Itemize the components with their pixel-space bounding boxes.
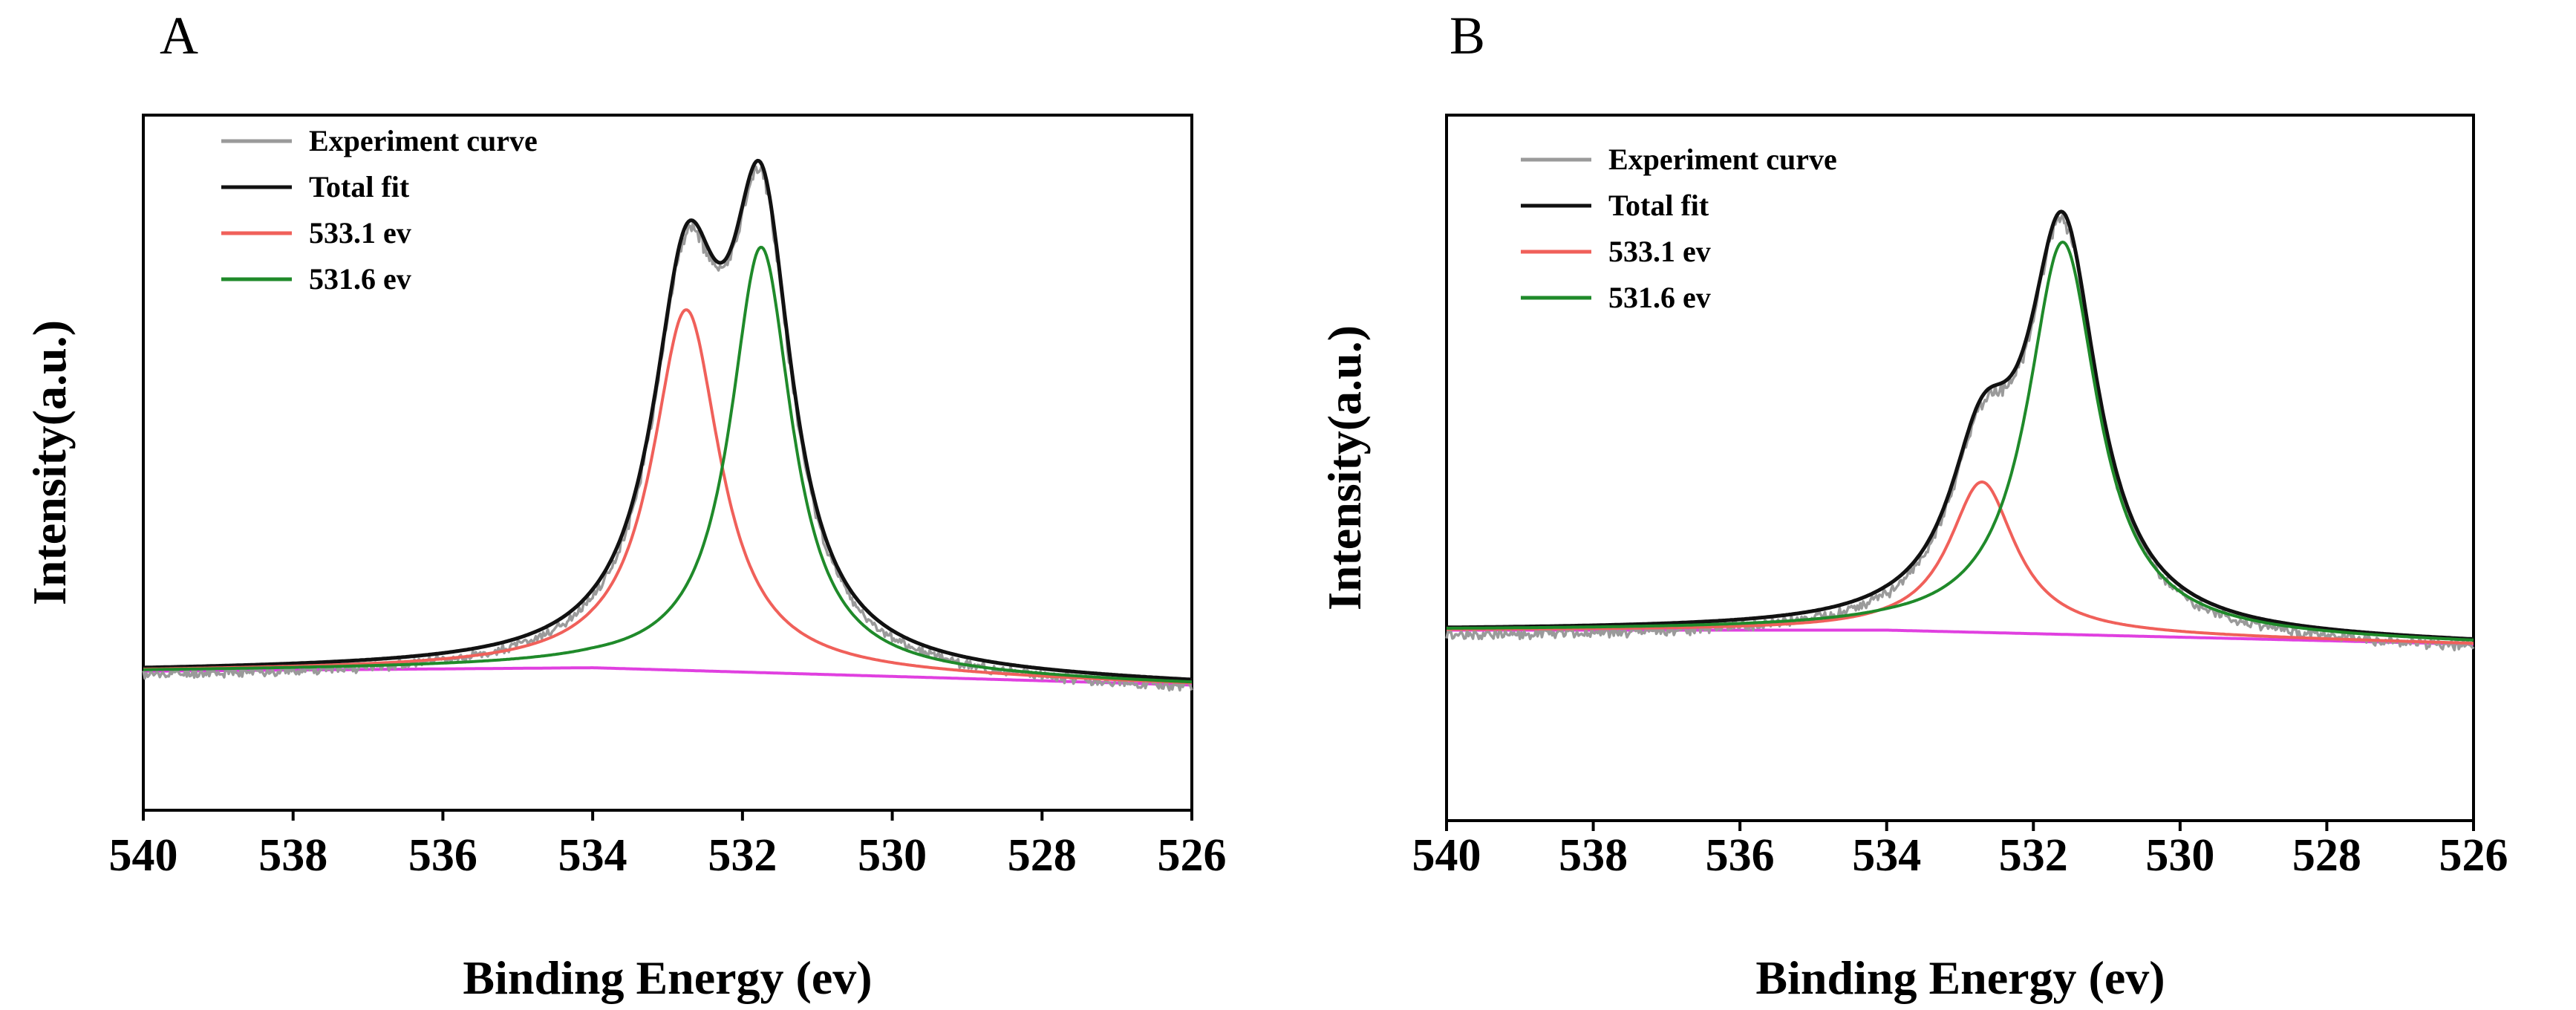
x-tick-label: 540: [109, 830, 178, 881]
series-line-533-1-ev: [1447, 480, 2474, 645]
series-line-total-fit: [143, 158, 1193, 682]
x-tick-label: 534: [1852, 830, 1921, 881]
legend-label: Total fit: [1608, 189, 1709, 222]
x-tick-label: 530: [2145, 830, 2214, 881]
legend-b: Experiment curve Total fit 533.1 ev 531.6 e…: [1521, 143, 1837, 314]
x-tick-label: 538: [1559, 830, 1628, 881]
x-tick-label: 530: [858, 830, 927, 881]
baseline-line: [1447, 628, 2474, 646]
series-line-533-1-ev: [143, 308, 1193, 685]
plot-frame-a: [142, 114, 1193, 812]
x-tick-label: 536: [408, 830, 477, 881]
panel-label-b: B: [1450, 6, 1485, 65]
x-tick-label: 532: [708, 830, 777, 881]
legend-label: Total fit: [309, 170, 410, 203]
y-axis-title-b: Intensity(a.u.): [1318, 325, 1371, 610]
x-tick-label: 532: [1999, 830, 2068, 881]
baseline-line: [143, 666, 1192, 687]
x-tick-label: 528: [2292, 830, 2361, 881]
panel-a: A 540 538 536 534 532 530 528 526 Experiment cu…: [23, 6, 1227, 1004]
series-line-experiment-curve: [1445, 213, 2475, 652]
legend-label: Experiment curve: [1608, 143, 1837, 176]
series-line-total-fit: [1446, 209, 2474, 641]
x-axis-title-b: Binding Energy (ev): [1755, 951, 2165, 1004]
plot-frame-b: [1445, 114, 2475, 822]
x-tick-label: 526: [1158, 830, 1227, 881]
y-axis-title-a: Intensity(a.u.): [23, 320, 76, 605]
x-ticks-a: 540 538 536 534 532 530 528 526: [109, 810, 1227, 881]
x-tick-label: 540: [1412, 830, 1481, 881]
legend-label: 531.6 ev: [1608, 281, 1711, 314]
panel-b: B 540 538 536 534 532 530 528 526 Experiment cu…: [1318, 6, 2508, 1004]
x-tick-label: 534: [558, 830, 627, 881]
x-axis-title-a: Binding Energy (ev): [463, 951, 872, 1004]
legend-label: 531.6 ev: [309, 262, 411, 296]
legend-label: Experiment curve: [309, 124, 538, 157]
curves-a: [142, 158, 1193, 692]
series-line-531-6-ev: [143, 246, 1193, 684]
legend-a: Experiment curve Total fit 533.1 ev 531.6 e…: [221, 124, 538, 296]
x-tick-label: 538: [258, 830, 327, 881]
legend-label: 533.1 ev: [309, 216, 411, 250]
series-line-531-6-ev: [1447, 241, 2474, 642]
x-tick-label: 528: [1008, 830, 1077, 881]
legend-label: 533.1 ev: [1608, 235, 1711, 268]
x-tick-label: 536: [1706, 830, 1775, 881]
panel-label-a: A: [160, 6, 198, 65]
x-ticks-b: 540 538 536 534 532 530 528 526: [1412, 821, 2508, 881]
curves-b: [1445, 209, 2475, 652]
x-tick-label: 526: [2439, 830, 2508, 881]
